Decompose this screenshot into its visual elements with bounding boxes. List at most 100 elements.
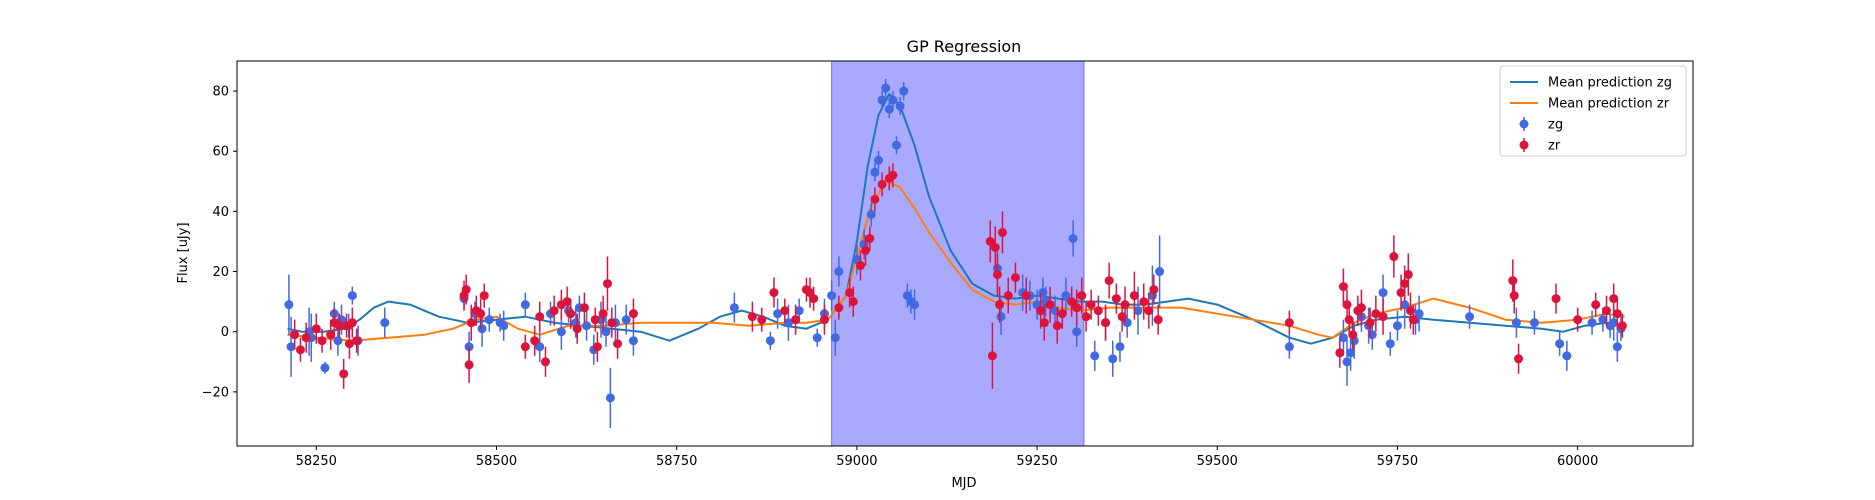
data-point xyxy=(1338,333,1348,343)
data-point xyxy=(874,155,884,165)
data-point xyxy=(834,303,844,313)
data-point xyxy=(1551,294,1561,304)
data-point xyxy=(311,324,321,334)
data-point xyxy=(1378,288,1388,298)
data-point xyxy=(1081,312,1091,322)
data-point xyxy=(572,324,582,334)
data-point xyxy=(1514,354,1524,364)
data-point xyxy=(1111,294,1121,304)
data-point xyxy=(1155,267,1165,277)
data-point xyxy=(1562,351,1572,361)
data-point xyxy=(295,345,305,355)
data-point xyxy=(466,318,476,328)
axis-ticks-layer: 58250 58500 58750 59000 59250 59500 59750 60000… xyxy=(202,85,1599,469)
data-point xyxy=(1348,330,1358,340)
x-tick-label: 59750 xyxy=(1377,454,1418,469)
data-point xyxy=(1342,357,1352,367)
data-point xyxy=(819,315,829,325)
y-axis-label: Flux [uJy] xyxy=(176,222,191,283)
data-point xyxy=(888,170,898,180)
data-point xyxy=(592,342,602,352)
data-point xyxy=(607,318,617,328)
data-point xyxy=(1385,339,1395,349)
data-point xyxy=(1284,342,1294,352)
data-point xyxy=(729,303,739,313)
data-point xyxy=(566,309,576,319)
data-point xyxy=(791,315,801,325)
data-point xyxy=(477,324,487,334)
data-point xyxy=(895,101,905,111)
data-point xyxy=(1344,315,1354,325)
data-point xyxy=(1612,342,1622,352)
y-tick-label: −20 xyxy=(202,385,229,400)
data-point xyxy=(884,104,894,114)
data-point xyxy=(464,360,474,370)
data-point xyxy=(613,339,623,349)
data-point xyxy=(1284,318,1294,328)
data-point xyxy=(1400,279,1410,289)
data-point xyxy=(476,309,486,319)
data-point xyxy=(899,86,909,96)
data-point xyxy=(347,291,357,301)
data-point xyxy=(1342,300,1352,310)
data-point xyxy=(1149,285,1159,295)
data-point xyxy=(334,321,344,331)
data-point xyxy=(780,306,790,316)
y-tick-label: 40 xyxy=(212,205,229,220)
legend-label: Mean prediction zg xyxy=(1548,76,1672,91)
data-point xyxy=(765,336,775,346)
data-point xyxy=(301,333,311,343)
data-point xyxy=(628,309,638,319)
data-point xyxy=(995,300,1005,310)
x-tick-label: 58750 xyxy=(656,454,697,469)
data-point xyxy=(520,300,530,310)
data-point xyxy=(605,393,615,403)
data-point xyxy=(1378,312,1388,322)
chart-title: GP Regression xyxy=(907,37,1022,56)
data-point xyxy=(602,279,612,289)
data-point xyxy=(1072,303,1082,313)
data-point xyxy=(317,336,327,346)
data-point xyxy=(1598,315,1608,325)
data-point xyxy=(590,315,600,325)
data-point xyxy=(783,318,793,328)
data-point xyxy=(1057,309,1067,319)
data-point xyxy=(794,306,804,316)
data-point xyxy=(284,300,294,310)
data-point xyxy=(1153,315,1163,325)
data-point xyxy=(1587,318,1597,328)
data-point xyxy=(1335,348,1345,358)
data-points-layer xyxy=(284,79,1627,428)
data-point xyxy=(1129,291,1139,301)
data-point xyxy=(1465,312,1475,322)
data-point xyxy=(1392,321,1402,331)
data-point xyxy=(549,306,559,316)
plot-frame xyxy=(236,60,1694,447)
data-point xyxy=(1508,276,1518,286)
data-point xyxy=(757,315,767,325)
data-point xyxy=(520,342,530,352)
legend: Mean prediction zg Mean prediction zr zg zr xyxy=(1499,65,1687,157)
data-point xyxy=(877,95,887,105)
data-point xyxy=(1396,288,1406,298)
data-point xyxy=(1115,342,1125,352)
legend-box xyxy=(1499,65,1687,157)
data-point xyxy=(1086,300,1096,310)
data-point xyxy=(1068,233,1078,243)
data-point xyxy=(1039,318,1049,328)
data-point xyxy=(320,363,330,373)
data-point xyxy=(1602,306,1612,316)
data-point xyxy=(990,242,1000,252)
y-tick-label: 20 xyxy=(212,265,229,280)
data-point xyxy=(1371,309,1381,319)
data-point xyxy=(479,291,489,301)
data-point xyxy=(848,297,858,307)
data-point xyxy=(996,312,1006,322)
data-point xyxy=(1090,351,1100,361)
data-point xyxy=(1609,294,1619,304)
x-tick-label: 60000 xyxy=(1557,454,1598,469)
legend-marker-swatch xyxy=(1519,140,1529,150)
data-point xyxy=(290,330,300,340)
data-point xyxy=(1067,297,1077,307)
